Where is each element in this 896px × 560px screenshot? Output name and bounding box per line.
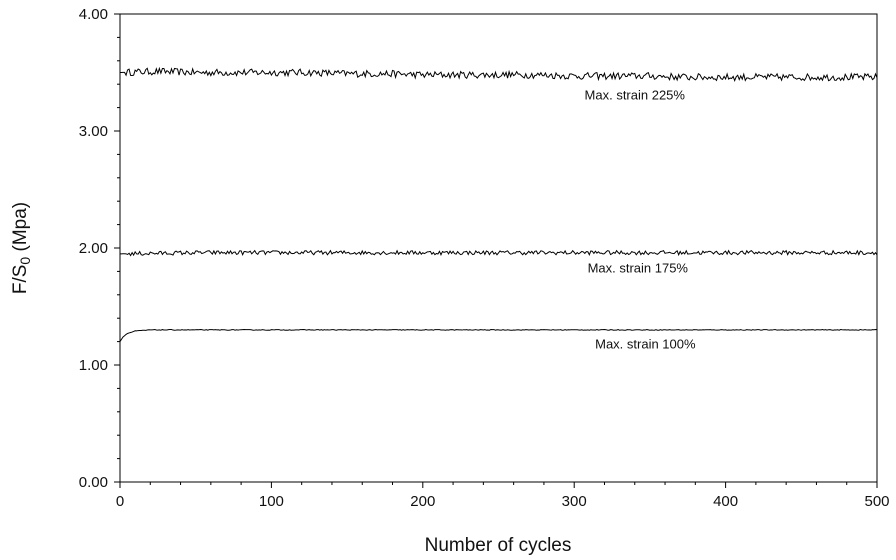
series-line-1 bbox=[119, 66, 878, 83]
y-axis: 0.00 1.00 2.00 3.00 4.00 bbox=[79, 6, 120, 491]
y-tick-label: 1.00 bbox=[79, 357, 108, 374]
x-tick-label: 500 bbox=[864, 493, 889, 510]
x-tick-label: 0 bbox=[116, 493, 124, 510]
x-tick-label: 200 bbox=[410, 493, 435, 510]
series-annotation: Max. strain 225% bbox=[585, 87, 686, 102]
series-annotation: Max. strain 175% bbox=[588, 261, 689, 276]
y-tick-label: 4.00 bbox=[79, 6, 108, 23]
series-annotation: Max. strain 100% bbox=[595, 337, 696, 352]
x-tick-label: 400 bbox=[713, 493, 738, 510]
x-tick-label: 300 bbox=[562, 493, 587, 510]
series-line-3 bbox=[119, 329, 878, 342]
y-axis-title-main: F/S bbox=[10, 265, 31, 295]
series-layer bbox=[119, 66, 878, 342]
plot-frame bbox=[119, 13, 878, 483]
y-axis-title-unit: (Mpa) bbox=[10, 202, 31, 257]
y-axis-title: F/S0 (Mpa) bbox=[10, 202, 33, 294]
series-line-2 bbox=[119, 249, 878, 257]
y-tick-label: 0.00 bbox=[79, 474, 108, 491]
x-axis-title: Number of cycles bbox=[425, 535, 572, 556]
y-axis-title-subscript: 0 bbox=[17, 257, 33, 265]
x-axis: 0 100 200 300 400 500 bbox=[116, 482, 890, 510]
plot-area-border bbox=[119, 13, 878, 483]
y-tick-label: 3.00 bbox=[79, 123, 108, 140]
annotation-layer: Max. strain 225% Max. strain 175% Max. str… bbox=[585, 87, 696, 351]
x-tick-label: 100 bbox=[259, 493, 284, 510]
y-tick-label: 2.00 bbox=[79, 240, 108, 257]
